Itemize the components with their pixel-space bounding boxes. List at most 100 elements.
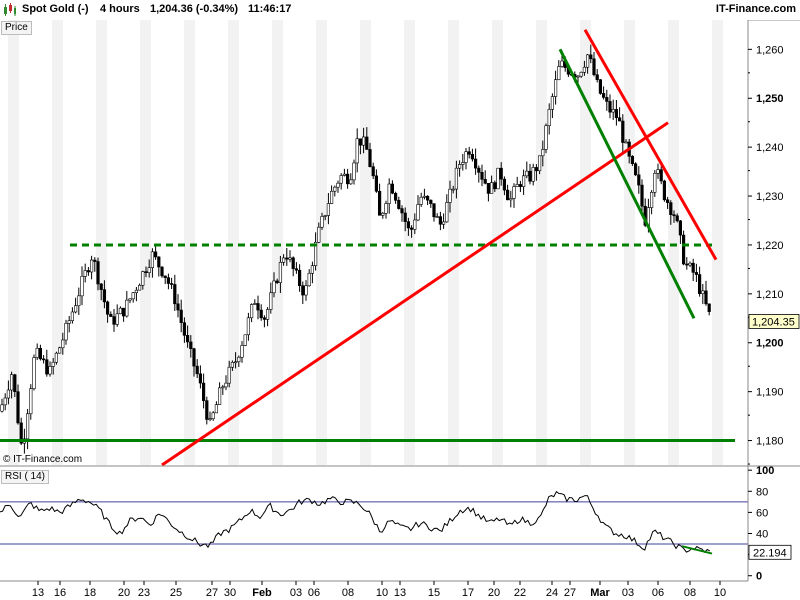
time-tick-label: 08 — [684, 587, 696, 599]
candle-body — [656, 169, 660, 174]
session-band — [8, 20, 19, 465]
trend-line — [583, 29, 718, 261]
candle-body — [147, 267, 151, 273]
session-band — [448, 20, 459, 465]
candle-body — [13, 374, 17, 392]
candle-body — [301, 285, 305, 296]
candle-body — [448, 188, 452, 203]
candle-body — [345, 173, 350, 185]
candle-body — [122, 307, 126, 317]
candle-body — [262, 317, 267, 320]
candle-body — [211, 412, 215, 419]
candle-body — [342, 173, 347, 176]
candle-body — [387, 183, 391, 204]
candle-body — [35, 347, 39, 358]
candle-body — [307, 272, 311, 287]
candle-body — [128, 298, 132, 301]
candle-body — [125, 299, 129, 317]
candle-body — [240, 345, 244, 358]
candle-body — [16, 391, 20, 424]
candle-body — [166, 277, 171, 284]
time-tick-label: 20 — [118, 587, 130, 599]
candle-body — [313, 241, 318, 267]
candle-body — [10, 374, 14, 391]
candle-body — [377, 190, 382, 216]
price-panel-label: Price — [1, 21, 32, 35]
candle-body — [118, 307, 122, 315]
time-tick-label: 30 — [224, 587, 236, 599]
candle-body — [419, 196, 423, 205]
candle-body — [633, 163, 638, 176]
candle-body — [38, 347, 42, 360]
time-tick-label: 03 — [622, 587, 634, 599]
session-band — [492, 20, 503, 465]
candle-body — [515, 184, 519, 187]
rsi-tick-label: 40 — [756, 529, 768, 541]
candle-body — [230, 362, 235, 368]
candle-body — [195, 365, 199, 375]
time-tick-label: 22 — [514, 587, 526, 599]
rsi-last-value-marker — [748, 544, 792, 560]
candle-body — [432, 203, 436, 218]
candle-body — [704, 290, 708, 305]
candle-body — [582, 66, 586, 73]
candle-body — [435, 216, 439, 218]
candle-body — [291, 257, 295, 269]
candle-body — [473, 158, 478, 169]
candle-body — [304, 285, 308, 296]
session-band — [140, 20, 151, 465]
candle-body — [227, 366, 231, 384]
candle-body — [518, 184, 522, 187]
time-tick-label: 10 — [376, 587, 388, 599]
candle-body — [528, 170, 532, 182]
candle-body — [57, 347, 62, 354]
price-tick-label: 1,240 — [756, 142, 784, 154]
candle-body — [336, 182, 340, 188]
candle-body — [595, 74, 599, 81]
session-band — [228, 20, 239, 465]
copyright-notice: © IT-Finance.com — [3, 454, 83, 465]
candle-body — [25, 413, 30, 440]
candle-body — [368, 149, 372, 167]
candle-body — [250, 304, 254, 319]
last-price-marker — [748, 314, 800, 329]
candle-body — [0, 404, 4, 412]
candle-body — [637, 174, 641, 186]
quote-time: 11:46:17 — [248, 3, 292, 15]
rsi-tick-label: 60 — [756, 507, 768, 519]
candle-body — [521, 175, 526, 187]
candle-body — [601, 93, 606, 98]
price-tick-label: 1,180 — [756, 436, 784, 448]
session-band — [316, 20, 327, 465]
price-plot-area — [0, 20, 748, 465]
candle-body — [688, 262, 692, 266]
candle-body — [553, 79, 558, 97]
candle-body — [393, 192, 398, 201]
candle-body — [665, 199, 670, 203]
candle-body — [297, 269, 302, 286]
candle-body — [371, 166, 375, 177]
brand-name: IT-Finance.com — [715, 3, 796, 15]
candle-body — [221, 386, 225, 389]
candle-body — [237, 356, 241, 363]
session-band — [360, 20, 371, 465]
rsi-tick-label: 100 — [756, 465, 774, 477]
candle-body — [41, 358, 46, 361]
trend-line — [558, 48, 696, 319]
last-quote: 1,204.36 (-0.34%) — [150, 3, 239, 15]
candle-body — [694, 272, 698, 275]
time-tick-label: 06 — [308, 587, 320, 599]
candle-body — [173, 284, 177, 305]
candle-body — [134, 289, 139, 293]
candle-body — [150, 251, 155, 268]
candle-body — [384, 203, 388, 214]
candle-body — [320, 216, 324, 228]
candle-body — [253, 303, 257, 305]
candle-body — [467, 151, 471, 155]
session-band — [184, 20, 195, 465]
candle-body — [649, 191, 654, 208]
candle-body — [589, 54, 593, 60]
time-tick-label: 03 — [290, 587, 302, 599]
time-tick-label: 17 — [462, 587, 474, 599]
candle-body — [390, 183, 395, 194]
